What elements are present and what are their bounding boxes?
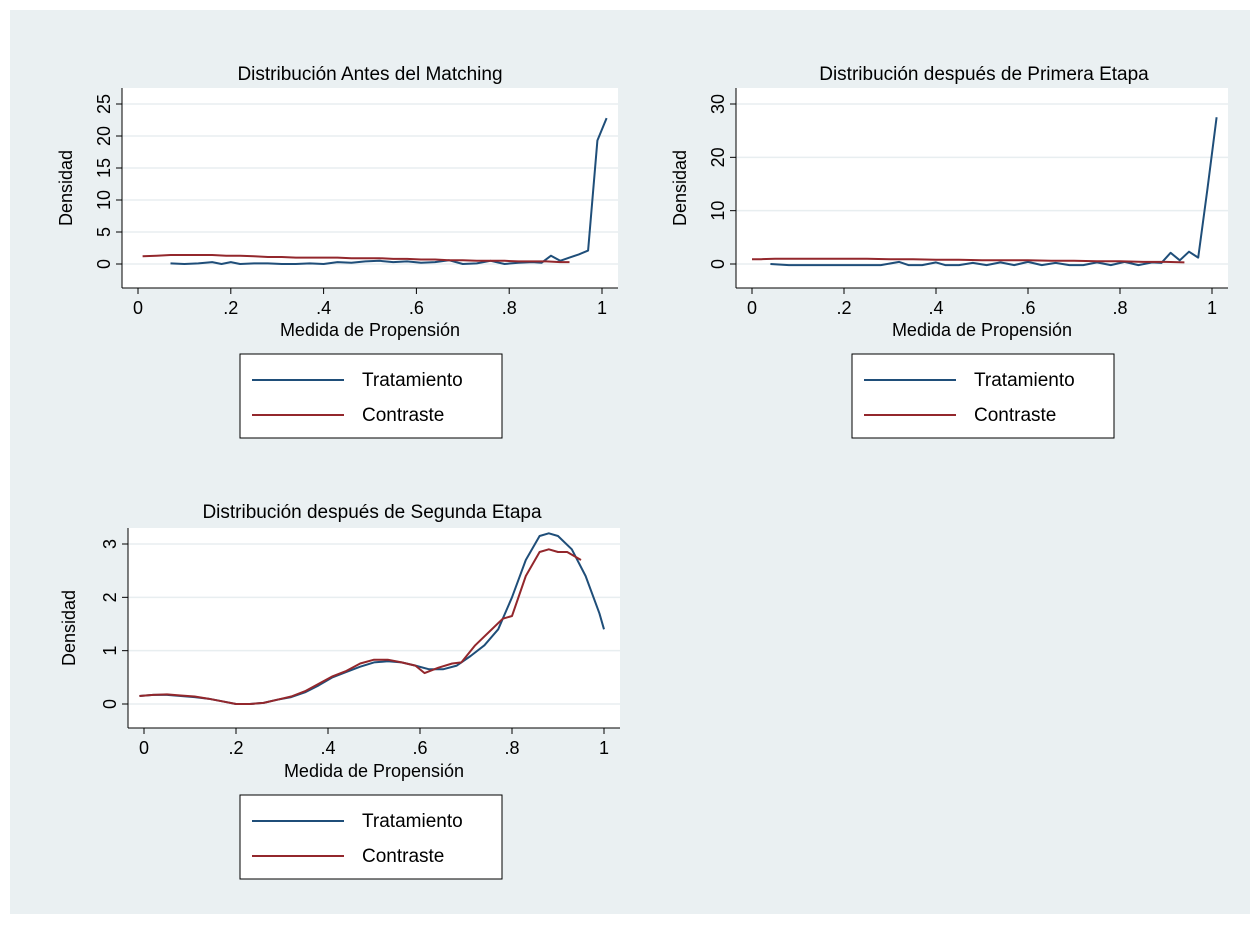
y-tick-label-2: 20	[708, 147, 728, 167]
legend-label-contraste: Contraste	[362, 405, 444, 426]
legend-label-tratamiento: Tratamiento	[974, 370, 1075, 391]
y-tick-label-3: 30	[708, 94, 728, 114]
legend-label-contraste: Contraste	[362, 846, 444, 867]
series-line-contraste	[139, 548, 582, 705]
x-tick-label-3: .6	[412, 738, 427, 758]
x-tick-label-0: 0	[139, 738, 149, 758]
y-tick-label-1: 10	[708, 201, 728, 221]
x-tick-label-1: .2	[836, 298, 851, 318]
chart-panel-1: 0 5 10 15 20 25 0 .2 .4 .6 .8 1 Distribución Antes d…	[56, 64, 618, 439]
legend-label-tratamiento: Tratamiento	[362, 811, 463, 832]
series-line-contraste	[142, 254, 570, 264]
plot-area	[736, 88, 1228, 288]
x-tick-label-0: 0	[747, 298, 757, 318]
y-tick-label-3: 3	[100, 539, 120, 549]
plot-area	[128, 528, 620, 728]
y-tick-label-4: 20	[94, 126, 114, 146]
x-tick-label-2: .4	[320, 738, 335, 758]
y-tick-label-0: 0	[100, 699, 120, 709]
x-tick-label-4: .8	[502, 298, 517, 318]
chart-title: Distribución después de Primera Etapa	[819, 64, 1149, 85]
x-tick-label-3: .6	[409, 298, 424, 318]
y-tick-label-0: 0	[94, 259, 114, 269]
y-axis-label: Densidad	[56, 150, 76, 226]
chart-title: Distribución Antes del Matching	[237, 64, 502, 85]
legend-label-tratamiento: Tratamiento	[362, 370, 463, 391]
legend: Tratamiento Contraste	[851, 353, 1115, 439]
y-axis-label: Densidad	[670, 150, 690, 226]
legend: Tratamiento Contraste	[239, 794, 503, 880]
y-tick-label-1: 1	[100, 646, 120, 656]
x-tick-label-2: .4	[316, 298, 331, 318]
x-tick-label-0: 0	[133, 298, 143, 318]
series-line-tratamiento	[170, 117, 608, 265]
y-axis-label: Densidad	[59, 590, 79, 666]
y-tick-label-0: 0	[708, 259, 728, 269]
chart-title: Distribución después de Segunda Etapa	[202, 502, 542, 523]
series-line-contraste	[752, 257, 1185, 264]
x-tick-label-4: .8	[504, 738, 519, 758]
x-tick-label-3: .6	[1020, 298, 1035, 318]
y-tick-label-3: 15	[94, 158, 114, 178]
legend-label-contraste: Contraste	[974, 405, 1056, 426]
y-tick-label-5: 25	[94, 94, 114, 114]
x-tick-label-1: .2	[223, 298, 238, 318]
x-tick-label-4: .8	[1112, 298, 1127, 318]
x-tick-label-1: .2	[228, 738, 243, 758]
x-axis-label: Medida de Propensión	[892, 320, 1072, 340]
x-axis-label: Medida de Propensión	[280, 320, 460, 340]
legend: Tratamiento Contraste	[239, 353, 503, 439]
legend-box	[239, 353, 503, 439]
x-tick-label-5: 1	[599, 738, 609, 758]
x-axis-label: Medida de Propensión	[284, 761, 464, 781]
legend-box	[239, 794, 503, 880]
series-line-tratamiento	[770, 117, 1218, 267]
x-tick-label-5: 1	[1207, 298, 1217, 318]
chart-panel-3: 0 1 2 3 0 .2 .4 .6 .8 1 Distribución después de Se…	[59, 502, 620, 880]
y-tick-label-2: 10	[94, 190, 114, 210]
x-tick-label-2: .4	[928, 298, 943, 318]
chart-panel-2: 0 10 20 30 0 .2 .4 .6 .8 1 Distribución después de…	[670, 64, 1228, 439]
y-tick-label-2: 2	[100, 592, 120, 602]
y-tick-label-1: 5	[94, 227, 114, 237]
legend-box	[851, 353, 1115, 439]
x-tick-label-5: 1	[597, 298, 607, 318]
